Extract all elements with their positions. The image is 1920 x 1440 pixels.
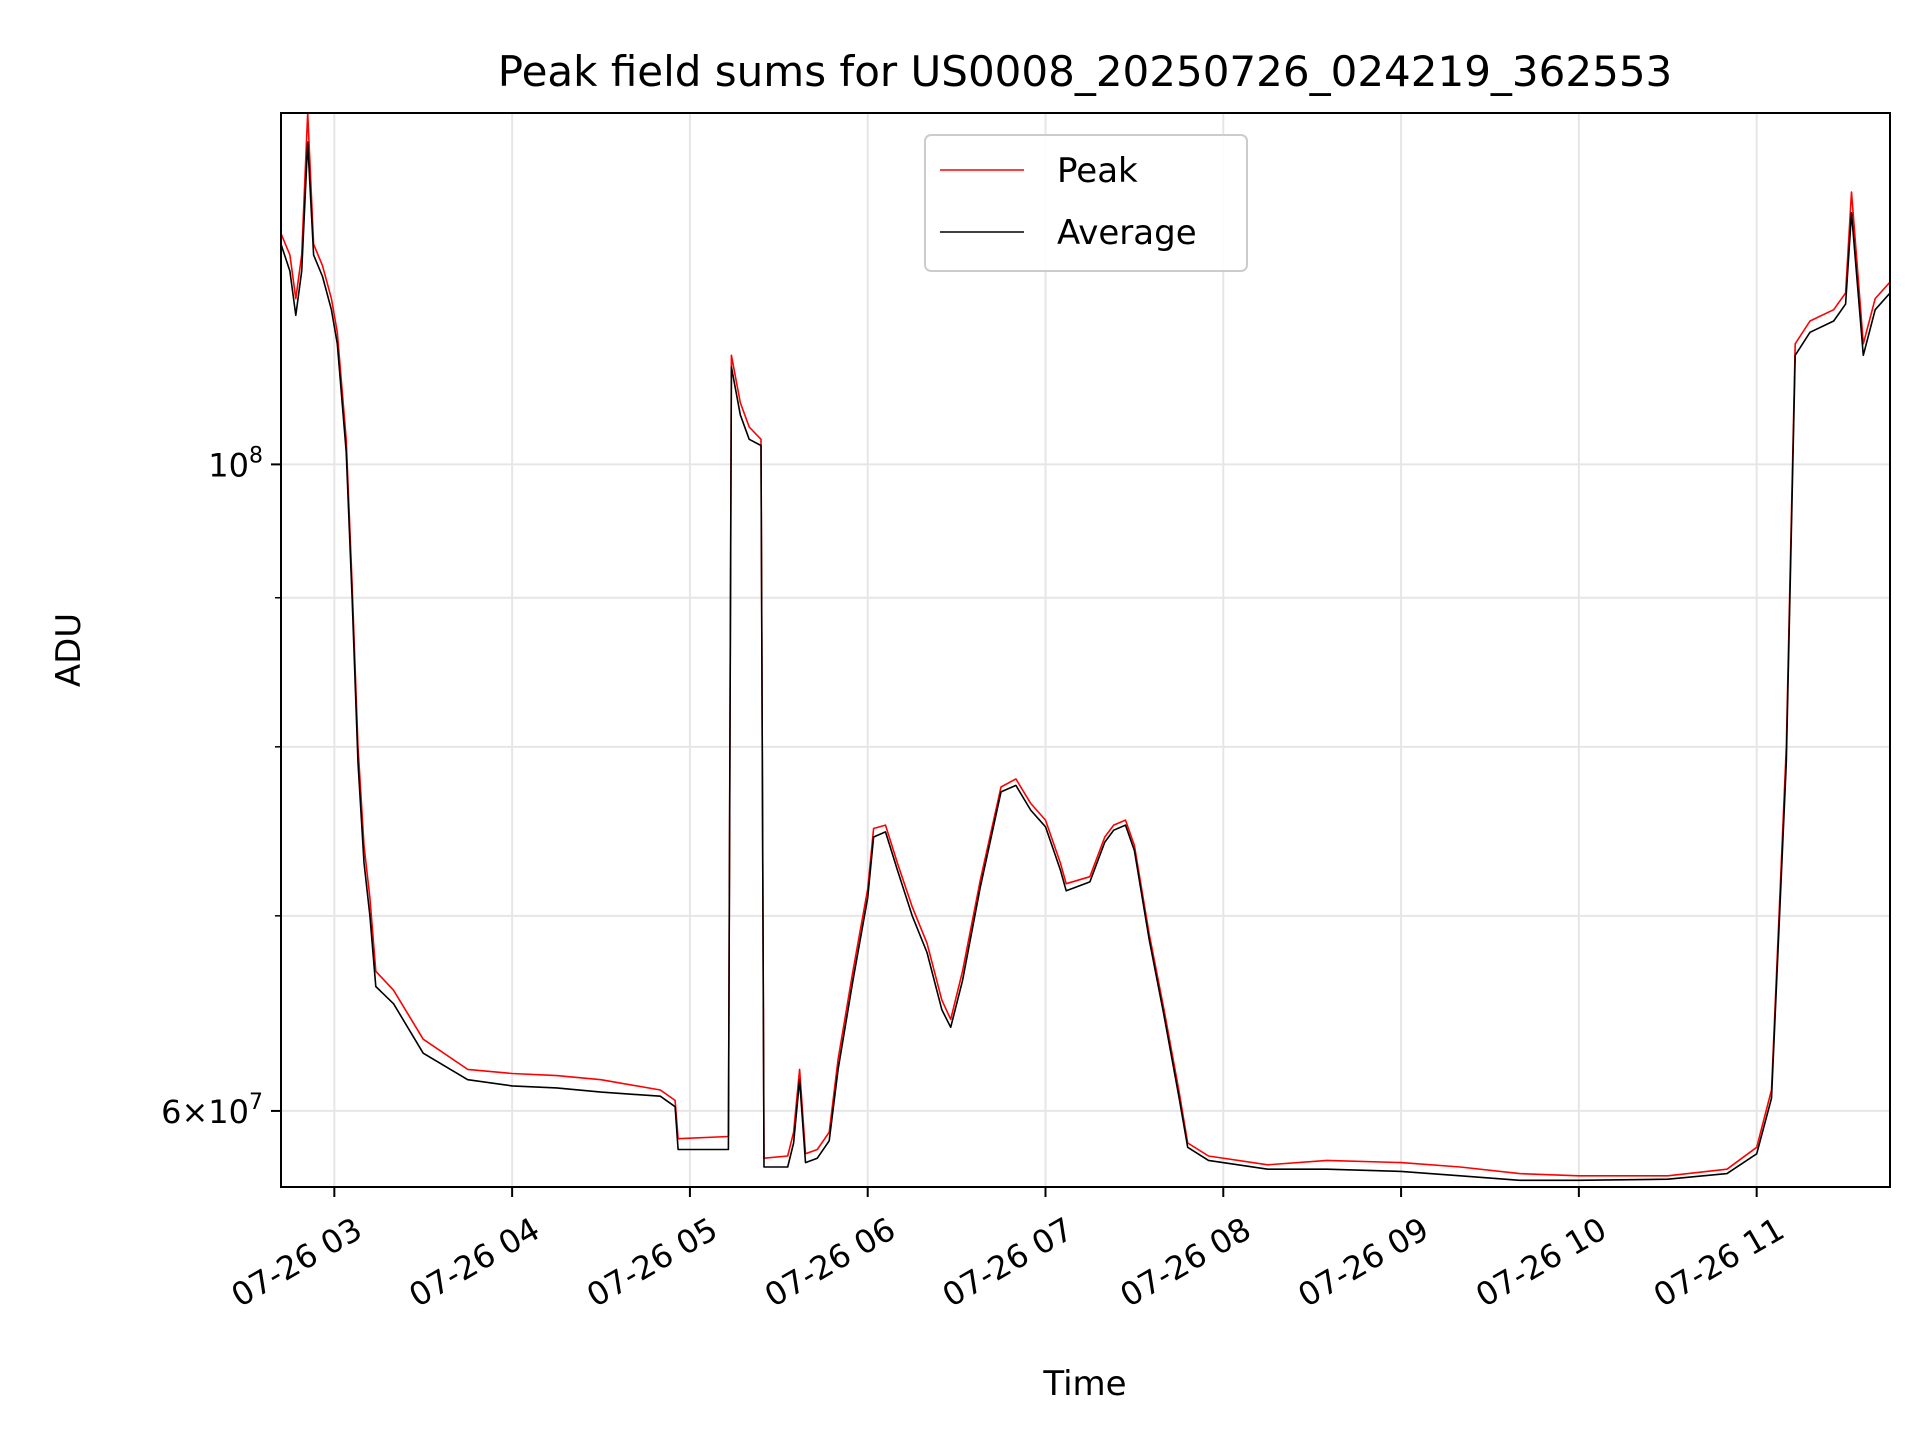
legend-box [924, 134, 1248, 272]
series-line-peak [281, 113, 1890, 1177]
chart-title: Peak field sums for US0008_20250726_0242… [498, 47, 1673, 96]
y-tick-label: 108 [208, 443, 263, 484]
plot-frame [280, 112, 1891, 1188]
legend-label-average: Average [1057, 213, 1197, 253]
series-lines [281, 113, 1890, 1182]
y-tick-label: 6×107 [161, 1090, 263, 1131]
series-line-average [281, 141, 1890, 1182]
y-axis-title: ADU [49, 613, 89, 687]
legend: Peak Average [924, 134, 1248, 272]
grid [281, 113, 1890, 1187]
legend-label-peak: Peak [1057, 151, 1138, 191]
x-axis-title: Time [1042, 1364, 1126, 1404]
